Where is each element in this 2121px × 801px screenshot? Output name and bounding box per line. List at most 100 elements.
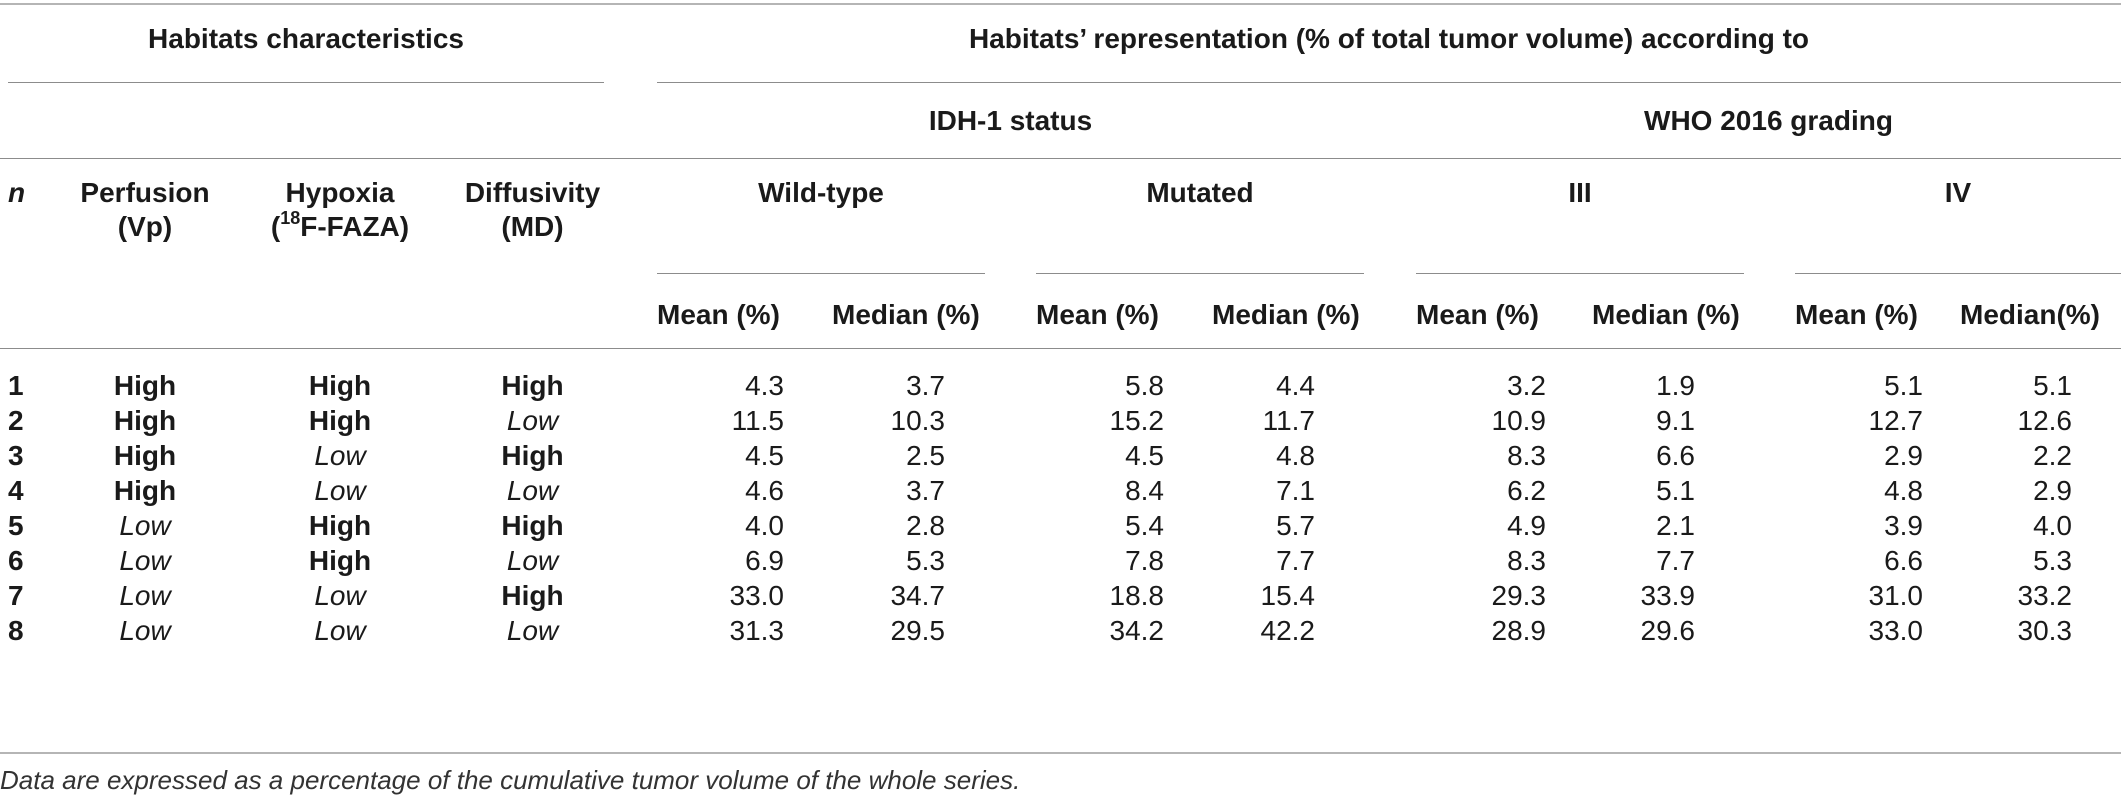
- value-cell: 3.7: [906, 370, 945, 401]
- representation-header: Habitats’ representation (% of total tum…: [968, 23, 1810, 54]
- value-cell: 31.0: [1868, 580, 1924, 611]
- value-cell: 5.1: [1884, 370, 1923, 401]
- value-cell: 3.7: [906, 475, 945, 506]
- value-cell: 5.7: [1276, 510, 1315, 541]
- value-cell: 6.6: [1884, 545, 1923, 576]
- mutated-header: Mutated: [1146, 177, 1254, 208]
- median-header-grade-iv: Median(%): [1960, 299, 2100, 330]
- diffusivity-cell: High: [501, 370, 564, 401]
- row-number-cell: 1: [8, 370, 24, 401]
- value-cell: 8.4: [1125, 475, 1164, 506]
- row-number-cell: 5: [8, 510, 24, 541]
- value-cell: 6.9: [745, 545, 784, 576]
- value-cell: 4.0: [2033, 510, 2072, 541]
- value-cell: 5.1: [1656, 475, 1695, 506]
- rule-mutated: [1036, 273, 1364, 274]
- value-cell: 3.9: [1884, 510, 1923, 541]
- who-grading-header: WHO 2016 grading: [1644, 105, 1893, 136]
- diffusivity-header: Diffusivity (MD): [464, 177, 601, 242]
- value-cell: 29.6: [1640, 615, 1696, 646]
- row-number-cell: 2: [8, 405, 24, 436]
- bottom-rule: [0, 752, 2121, 754]
- wild-type-header: Wild-type: [758, 177, 884, 208]
- hypoxia-cell: High: [308, 405, 372, 436]
- value-cell: 29.3: [1491, 580, 1547, 611]
- perfusion-cell: High: [113, 370, 177, 401]
- diffusivity-cell: Low: [506, 475, 559, 506]
- value-cell: 4.6: [745, 475, 784, 506]
- value-cell: 15.4: [1260, 580, 1316, 611]
- rule-group-header: [0, 158, 2121, 159]
- diffusivity-cell: Low: [506, 405, 559, 436]
- value-cell: 5.8: [1125, 370, 1164, 401]
- value-cell: 10.3: [890, 405, 946, 436]
- value-cell: 7.8: [1125, 545, 1164, 576]
- row-number-cell: 7: [8, 580, 24, 611]
- value-cell: 9.1: [1656, 405, 1695, 436]
- diffusivity-cell: Low: [506, 545, 559, 576]
- diffusivity-cell: High: [501, 440, 564, 471]
- value-cell: 4.9: [1507, 510, 1546, 541]
- value-cell: 2.1: [1656, 510, 1695, 541]
- perfusion-cell: High: [113, 475, 177, 506]
- rule-grade-iii: [1416, 273, 1744, 274]
- rule-grade-iv: [1795, 273, 2121, 274]
- diffusivity-cell: High: [501, 580, 564, 611]
- mean-header-grade-iv: Mean (%): [1795, 299, 1918, 330]
- value-cell: 2.5: [906, 440, 945, 471]
- value-cell: 3.2: [1507, 370, 1546, 401]
- median-header-grade-iii: Median (%): [1592, 299, 1740, 330]
- value-cell: 4.4: [1276, 370, 1315, 401]
- value-cell: 8.3: [1507, 545, 1546, 576]
- grade-iii-header: III: [1568, 177, 1592, 208]
- value-cell: 33.0: [729, 580, 785, 611]
- value-cell: 1.9: [1656, 370, 1695, 401]
- mean-header-grade-iii: Mean (%): [1416, 299, 1539, 330]
- value-cell: 4.8: [1276, 440, 1315, 471]
- value-cell: 2.2: [2033, 440, 2072, 471]
- value-cell: 4.8: [1884, 475, 1923, 506]
- value-cell: 33.9: [1640, 580, 1696, 611]
- mean-header-wild-type: Mean (%): [657, 299, 780, 330]
- value-cell: 30.3: [2017, 615, 2073, 646]
- value-cell: 4.5: [745, 440, 784, 471]
- hypoxia-cell: Low: [314, 440, 366, 471]
- grade-iv-header: IV: [1944, 177, 1972, 208]
- value-cell: 10.9: [1491, 405, 1547, 436]
- value-cell: 4.3: [745, 370, 784, 401]
- value-cell: 5.4: [1125, 510, 1164, 541]
- row-number-cell: 8: [8, 615, 24, 646]
- value-cell: 31.3: [729, 615, 785, 646]
- rule-wild-type: [657, 273, 985, 274]
- value-cell: 2.9: [2033, 475, 2072, 506]
- value-cell: 15.2: [1109, 405, 1165, 436]
- median-header-wild-type: Median (%): [832, 299, 980, 330]
- perfusion-cell: High: [113, 405, 177, 436]
- perfusion-cell: High: [113, 440, 177, 471]
- hypoxia-cell: Low: [314, 580, 366, 611]
- value-cell: 4.0: [745, 510, 784, 541]
- value-cell: 7.1: [1276, 475, 1315, 506]
- value-cell: 18.8: [1109, 580, 1165, 611]
- perfusion-cell: Low: [119, 510, 171, 541]
- top-rule: [0, 3, 2121, 5]
- rule-header-bottom: [0, 348, 2121, 349]
- habitats-characteristics-header: Habitats characteristics: [148, 23, 464, 54]
- hypoxia-cell: High: [308, 510, 372, 541]
- rule-habitats-characteristics: [8, 82, 604, 83]
- value-cell: 12.6: [2017, 405, 2073, 436]
- value-cell: 34.2: [1109, 615, 1165, 646]
- value-cell: 11.7: [1262, 405, 1315, 436]
- value-cell: 5.1: [2033, 370, 2072, 401]
- value-cell: 7.7: [1276, 545, 1315, 576]
- value-cell: 2.8: [906, 510, 945, 541]
- mean-header-mutated: Mean (%): [1036, 299, 1159, 330]
- value-cell: 7.7: [1656, 545, 1695, 576]
- value-cell: 33.2: [2017, 580, 2073, 611]
- hypoxia-cell: High: [308, 545, 372, 576]
- perfusion-cell: Low: [119, 545, 171, 576]
- perfusion-header: Perfusion (Vp): [80, 177, 210, 242]
- idh-status-header: IDH-1 status: [928, 105, 1093, 136]
- perfusion-cell: Low: [119, 615, 171, 646]
- value-cell: 28.9: [1491, 615, 1547, 646]
